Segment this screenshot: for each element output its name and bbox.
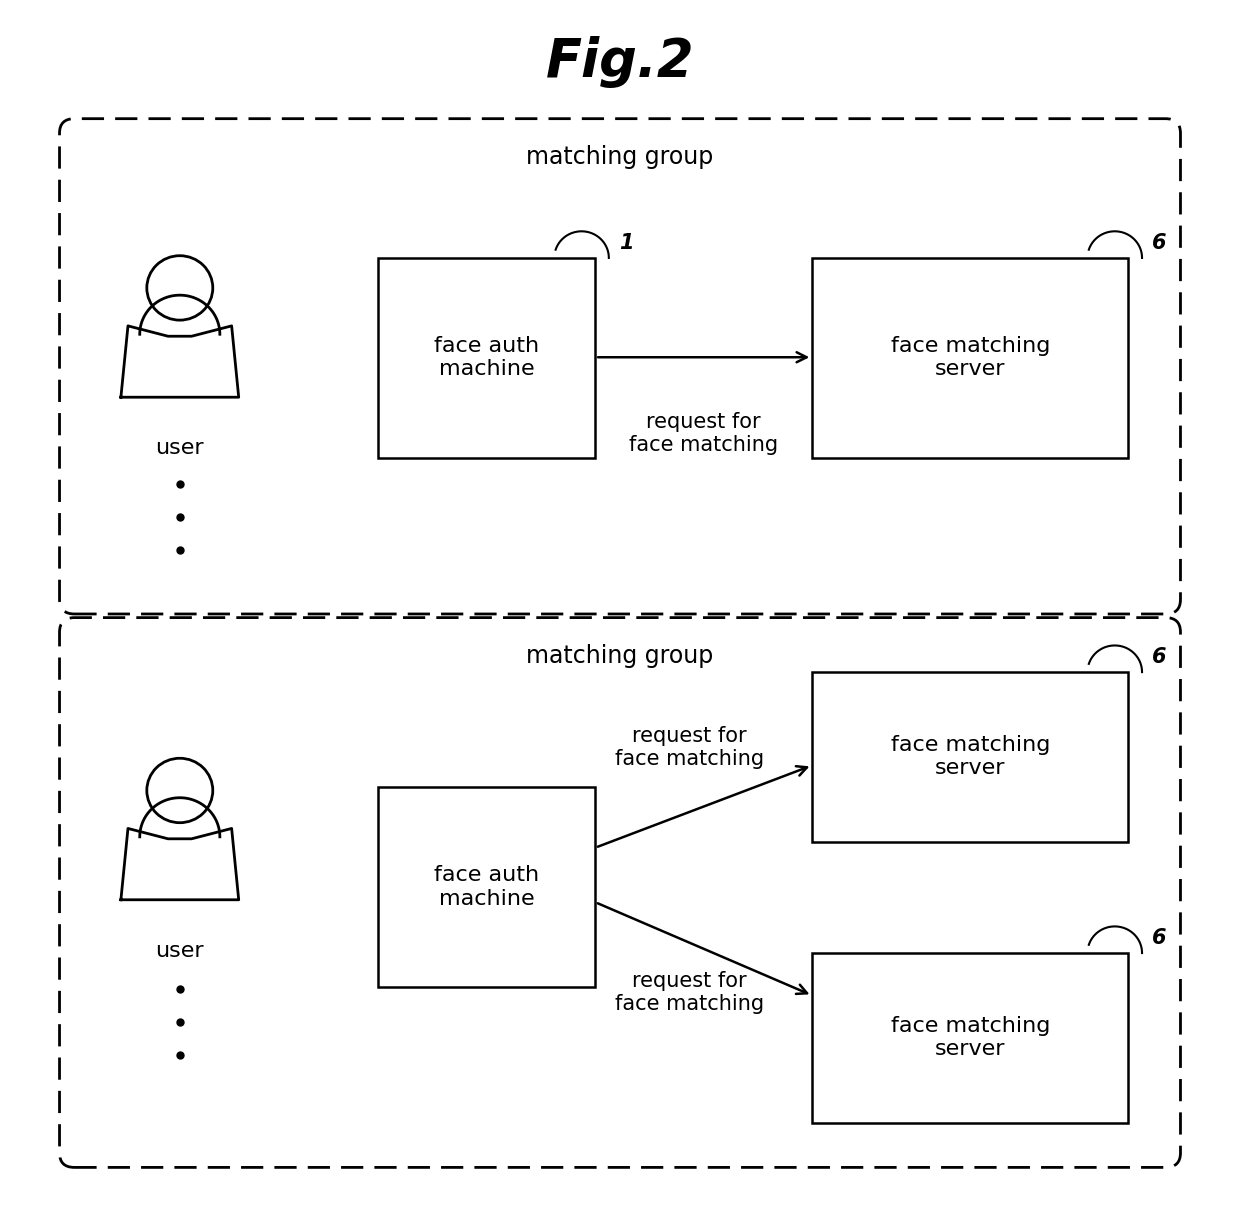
Text: user: user <box>155 941 205 962</box>
Polygon shape <box>120 326 238 397</box>
Text: request for
face matching: request for face matching <box>615 971 764 1015</box>
Text: face matching
server: face matching server <box>890 735 1050 779</box>
Text: request for
face matching: request for face matching <box>629 412 777 455</box>
Text: face auth
machine: face auth machine <box>434 866 539 908</box>
Text: 1: 1 <box>619 233 634 253</box>
Text: matching group: matching group <box>526 145 714 170</box>
Text: 6: 6 <box>1152 647 1167 667</box>
Bar <box>812 672 1128 842</box>
Text: face matching
server: face matching server <box>890 1016 1050 1060</box>
Bar <box>378 787 595 987</box>
Text: matching group: matching group <box>526 644 714 668</box>
Bar <box>812 953 1128 1123</box>
Polygon shape <box>120 828 238 900</box>
Text: Fig.2: Fig.2 <box>546 36 694 88</box>
Text: face auth
machine: face auth machine <box>434 337 539 379</box>
Text: face matching
server: face matching server <box>890 337 1050 379</box>
Text: 6: 6 <box>1152 928 1167 948</box>
Bar <box>812 258 1128 458</box>
Bar <box>378 258 595 458</box>
Text: user: user <box>155 438 205 459</box>
Circle shape <box>146 256 213 320</box>
Text: 6: 6 <box>1152 233 1167 253</box>
Text: request for
face matching: request for face matching <box>615 725 764 769</box>
Circle shape <box>146 758 213 822</box>
